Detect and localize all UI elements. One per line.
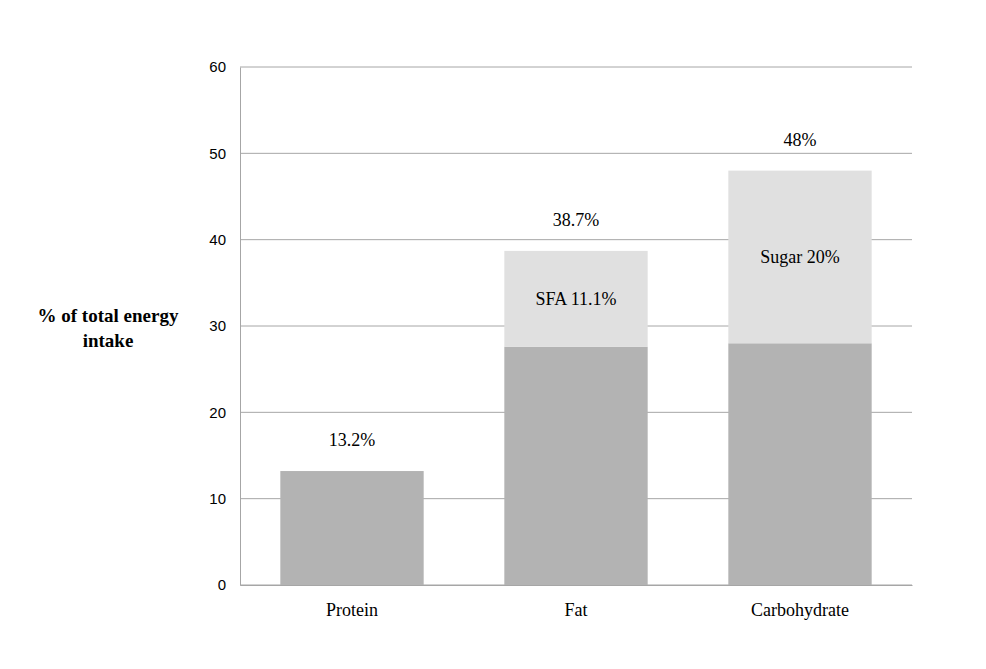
segment-label: SFA 11.1% <box>535 289 616 309</box>
y-tick: 40 <box>209 231 240 248</box>
grid-line <box>240 153 912 154</box>
y-tick-label: 10 <box>209 490 226 507</box>
total-label: 38.7% <box>553 210 600 230</box>
y-tick: 20 <box>209 404 240 421</box>
bars <box>280 171 871 585</box>
bar-segment <box>728 343 871 585</box>
y-axis-title: % of total energyintake <box>38 305 179 351</box>
x-tick-label: Fat <box>564 600 587 620</box>
y-tick: 10 <box>209 490 240 507</box>
grid-line <box>240 67 912 68</box>
y-tick-label: 50 <box>209 145 226 162</box>
x-tick: Carbohydrate <box>751 585 849 620</box>
y-tick-label: 20 <box>209 404 226 421</box>
y-tick-label: 30 <box>209 317 226 334</box>
x-tick-label: Carbohydrate <box>751 600 849 620</box>
y-axis: 0 10 20 30 40 50 60 <box>209 58 240 593</box>
y-tick: 30 <box>209 317 240 334</box>
total-label: 13.2% <box>329 430 376 450</box>
bar-segment <box>280 471 423 585</box>
y-tick-label: 60 <box>209 58 226 75</box>
bar-segment <box>728 171 871 344</box>
segment-label: Sugar 20% <box>760 247 840 267</box>
y-tick-label: 40 <box>209 231 226 248</box>
x-tick: Fat <box>564 585 587 620</box>
chart: SFA 11.1% Sugar 20% 13.2% 38.7% 48% 0 10 20 30 40… <box>0 0 986 669</box>
total-label: 48% <box>784 130 817 150</box>
y-tick: 50 <box>209 145 240 162</box>
y-tick-label: 0 <box>218 576 226 593</box>
data-labels: SFA 11.1% Sugar 20% 13.2% 38.7% 48% <box>329 130 840 450</box>
x-tick-label: Protein <box>326 600 378 620</box>
bar-segment <box>504 251 647 347</box>
y-tick: 60 <box>209 58 240 75</box>
x-axis-line <box>241 585 913 586</box>
bar-segment <box>504 347 647 585</box>
grid <box>240 67 912 585</box>
x-tick: Protein <box>326 585 378 620</box>
x-axis: Protein Fat Carbohydrate <box>241 585 913 620</box>
y-tick: 0 <box>218 576 240 593</box>
y-axis-line <box>240 68 241 586</box>
